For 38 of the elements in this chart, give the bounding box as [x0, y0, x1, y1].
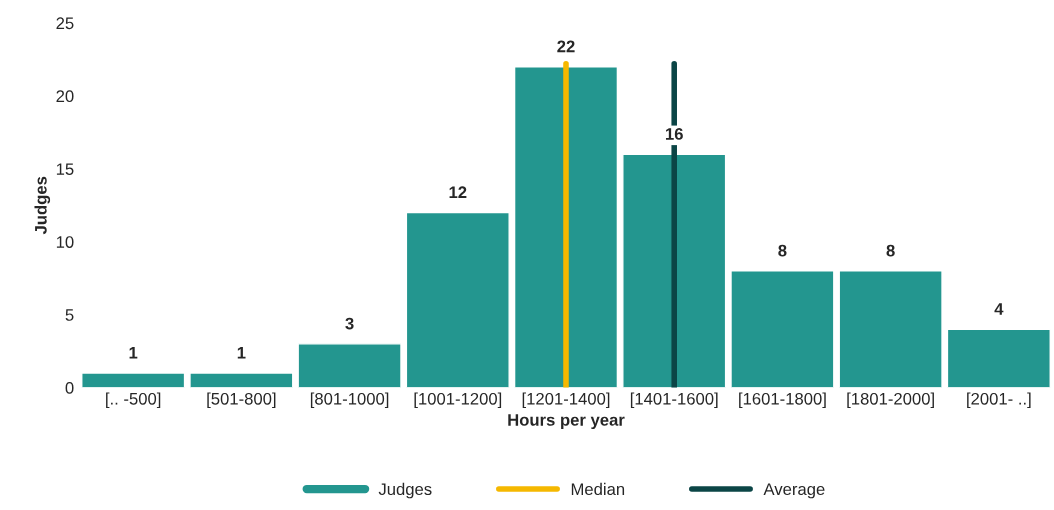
data-label: 1 [237, 346, 246, 359]
bar [297, 343, 402, 388]
x-tick-label: [501-800] [207, 392, 276, 408]
data-label: 8 [886, 244, 895, 257]
data-label: 8 [778, 244, 787, 257]
x-tick-label: [.. -500] [106, 392, 161, 408]
data-label: 16 [665, 128, 683, 140]
bar [189, 372, 294, 388]
legend-label: Average [763, 483, 825, 499]
x-tick-label: [1201-1400] [522, 392, 610, 408]
y-tick-label: 15 [56, 163, 74, 176]
bar [405, 211, 510, 388]
bar [946, 328, 1051, 388]
bar [81, 372, 186, 388]
x-tick-label: [801-1000] [310, 392, 389, 408]
y-tick-label: 5 [65, 309, 74, 321]
bar [622, 153, 727, 388]
y-tick-label: 0 [65, 382, 74, 394]
legend-label: Median [571, 482, 625, 496]
legend-label: Judges [378, 482, 432, 499]
x-tick-label: [1001-1200] [414, 392, 502, 408]
data-label: 3 [345, 317, 354, 330]
x-axis-title: Hours per year [508, 414, 625, 430]
bar [730, 270, 835, 388]
data-label: 1 [129, 346, 138, 359]
y-tick-label: 25 [56, 17, 74, 30]
y-axis-title: Judges [34, 176, 51, 235]
x-tick-label: [1401-1600] [630, 392, 718, 408]
x-tick-label: [1601-1800] [739, 392, 826, 408]
data-label: 22 [557, 40, 575, 53]
x-tick-label: [1801-2000] [847, 392, 934, 408]
data-label: 12 [449, 186, 467, 198]
y-tick-label: 20 [56, 90, 74, 103]
x-tick-label: [2001- ..] [967, 392, 1031, 408]
y-tick-label: 10 [56, 236, 74, 248]
bar [838, 270, 943, 388]
bar [513, 66, 619, 388]
data-label: 4 [994, 303, 1004, 315]
